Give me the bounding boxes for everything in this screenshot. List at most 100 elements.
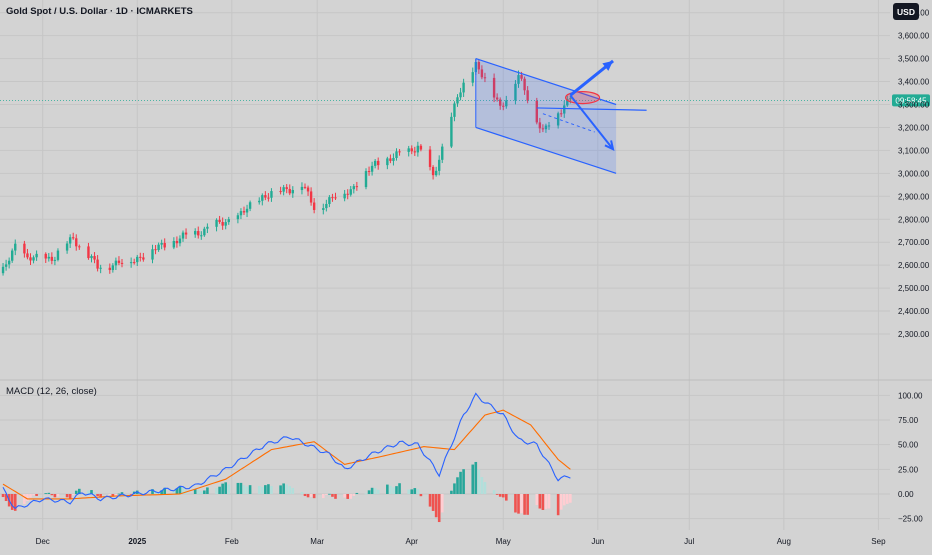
candle[interactable] <box>139 252 142 262</box>
candle[interactable] <box>560 109 563 117</box>
macd-pane[interactable] <box>1 392 572 523</box>
candle[interactable] <box>499 97 502 110</box>
candle[interactable] <box>75 234 78 251</box>
candle[interactable] <box>419 144 423 152</box>
candle[interactable] <box>29 253 32 266</box>
candle[interactable] <box>355 181 359 191</box>
candle[interactable] <box>197 226 200 239</box>
candle[interactable] <box>291 186 294 198</box>
candle[interactable] <box>306 185 310 196</box>
candle[interactable] <box>331 193 334 202</box>
candle[interactable] <box>282 184 285 196</box>
candle[interactable] <box>346 189 349 200</box>
time-axis[interactable]: Dec 2025 Feb Mar Apr May Jun Jul Aug Sep <box>36 537 886 546</box>
candle[interactable] <box>492 73 496 103</box>
candle[interactable] <box>535 97 538 125</box>
candle[interactable] <box>224 219 227 230</box>
candle[interactable] <box>154 245 157 255</box>
candle[interactable] <box>270 188 273 202</box>
candle[interactable] <box>87 242 90 260</box>
candle[interactable] <box>78 244 81 250</box>
candle[interactable] <box>373 159 377 169</box>
candle[interactable] <box>471 67 474 87</box>
candle[interactable] <box>203 226 206 237</box>
candle[interactable] <box>517 70 520 88</box>
candle[interactable] <box>367 166 371 176</box>
candle[interactable] <box>370 161 374 176</box>
candle[interactable] <box>11 248 14 263</box>
candle[interactable] <box>453 101 456 122</box>
candle[interactable] <box>32 255 35 264</box>
candle[interactable] <box>218 215 221 224</box>
candle[interactable] <box>349 186 352 197</box>
candle[interactable] <box>566 95 569 107</box>
candle[interactable] <box>111 263 115 273</box>
candle[interactable] <box>541 124 545 133</box>
candle[interactable] <box>309 187 313 206</box>
candle[interactable] <box>163 238 166 251</box>
candle[interactable] <box>431 165 435 180</box>
candle[interactable] <box>279 186 282 195</box>
candle[interactable] <box>398 149 401 156</box>
candle[interactable] <box>157 242 160 252</box>
currency-button[interactable]: USD <box>893 3 919 20</box>
candle[interactable] <box>514 80 517 105</box>
candle[interactable] <box>248 200 252 212</box>
candle[interactable] <box>96 255 99 272</box>
candle[interactable] <box>523 76 526 95</box>
channel-upper-line[interactable] <box>475 58 617 106</box>
candle[interactable] <box>172 237 176 250</box>
candle[interactable] <box>65 241 69 254</box>
candle[interactable] <box>200 231 203 240</box>
candle[interactable] <box>151 244 154 264</box>
candle[interactable] <box>4 259 8 271</box>
candle[interactable] <box>300 182 304 195</box>
candle[interactable] <box>99 264 102 274</box>
candle[interactable] <box>236 212 240 224</box>
candle[interactable] <box>526 86 529 104</box>
candle[interactable] <box>377 157 380 170</box>
candle[interactable] <box>72 232 75 240</box>
candle[interactable] <box>392 153 395 166</box>
candle[interactable] <box>413 146 416 157</box>
candle[interactable] <box>538 117 542 133</box>
candle[interactable] <box>483 72 487 83</box>
candle[interactable] <box>93 252 96 264</box>
candle[interactable] <box>117 256 121 266</box>
candle[interactable] <box>563 100 566 118</box>
candle[interactable] <box>264 191 267 201</box>
candle[interactable] <box>410 145 413 155</box>
candle[interactable] <box>547 122 551 130</box>
candle[interactable] <box>386 156 389 170</box>
candle[interactable] <box>441 143 444 164</box>
candle[interactable] <box>206 223 209 234</box>
candle[interactable] <box>495 93 499 102</box>
candle[interactable] <box>325 199 328 212</box>
candle[interactable] <box>395 148 398 161</box>
candle[interactable] <box>14 239 17 256</box>
candle[interactable] <box>142 252 145 262</box>
candle[interactable] <box>407 145 410 157</box>
candle[interactable] <box>480 65 484 80</box>
up-arrow[interactable] <box>569 59 614 97</box>
macd-axis[interactable]: 100.00 75.00 50.00 25.00 0.00 −25.00 <box>898 391 923 523</box>
candle[interactable] <box>245 204 249 218</box>
candle[interactable] <box>53 256 57 266</box>
current-price-tag[interactable]: 09:58:45 <box>892 94 930 107</box>
candle[interactable] <box>227 216 230 225</box>
candle[interactable] <box>242 206 246 215</box>
candle[interactable] <box>175 236 179 248</box>
candle[interactable] <box>47 252 50 262</box>
candle[interactable] <box>459 87 462 101</box>
candle[interactable] <box>133 258 136 265</box>
candle[interactable] <box>450 112 453 149</box>
candle[interactable] <box>312 198 316 214</box>
candle[interactable] <box>50 252 54 265</box>
candle[interactable] <box>502 102 505 111</box>
candle[interactable] <box>434 166 438 177</box>
candle[interactable] <box>239 208 243 220</box>
candle[interactable] <box>23 240 26 258</box>
candle[interactable] <box>364 168 368 190</box>
candle[interactable] <box>477 60 481 74</box>
